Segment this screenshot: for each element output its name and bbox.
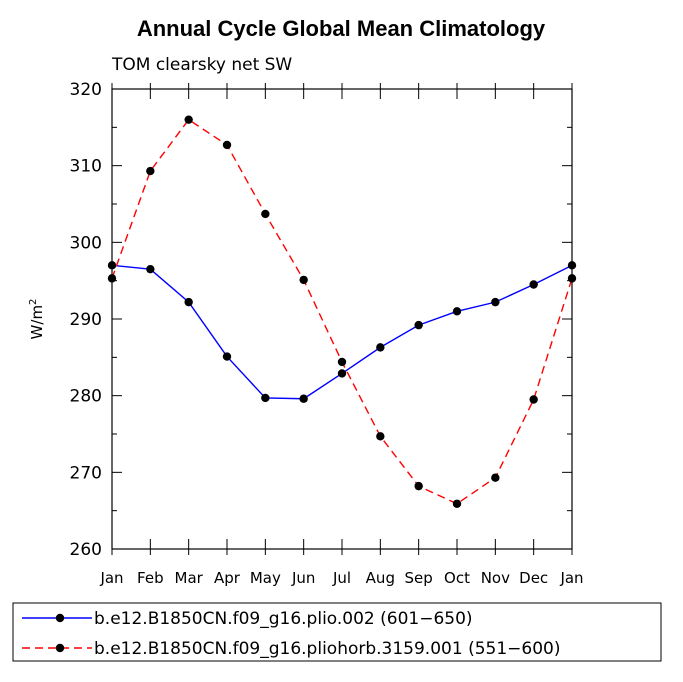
x-axis: Jan Feb Mar Apr May Jun Jul Aug Sep Oct Nov Dec Jan bbox=[99, 83, 584, 587]
data-point bbox=[184, 297, 193, 307]
y-tick-label: 310 bbox=[70, 157, 102, 177]
legend-marker bbox=[55, 613, 65, 623]
data-point bbox=[337, 369, 347, 378]
y-tick-label: 270 bbox=[70, 463, 102, 483]
data-point bbox=[299, 275, 308, 285]
data-point bbox=[261, 393, 270, 403]
y-axis-label-base: W/m bbox=[28, 305, 46, 340]
chart-subtitle: TOM clearsky net SW bbox=[111, 55, 292, 75]
chart-title: Annual Cycle Global Mean Climatology bbox=[137, 16, 546, 41]
data-point bbox=[184, 115, 193, 124]
data-point bbox=[107, 274, 117, 283]
series-layer bbox=[107, 115, 577, 508]
data-point bbox=[107, 261, 117, 270]
y-tick-label: 260 bbox=[70, 540, 102, 560]
series-line bbox=[111, 118, 573, 505]
data-point bbox=[146, 264, 155, 274]
series-2 bbox=[107, 115, 577, 508]
legend-marker bbox=[55, 643, 65, 653]
data-point bbox=[529, 395, 538, 404]
y-tick-label: 280 bbox=[70, 387, 102, 407]
series-1 bbox=[107, 261, 577, 403]
y-axis-label-superscript: 2 bbox=[28, 299, 39, 305]
data-point bbox=[567, 274, 577, 283]
x-tick-label: Oct bbox=[444, 569, 470, 587]
legend-box bbox=[12, 602, 662, 662]
series-line bbox=[111, 264, 573, 400]
x-tick-label: Jul bbox=[332, 569, 351, 587]
data-point bbox=[414, 320, 423, 330]
legend-label: b.e12.B1850CN.f09_g16.plio.002 (601−650) bbox=[94, 609, 473, 629]
data-point bbox=[337, 357, 347, 367]
data-point bbox=[491, 473, 500, 482]
plot-frame bbox=[111, 88, 573, 550]
data-point bbox=[146, 166, 155, 176]
x-tick-label: Aug bbox=[366, 569, 395, 587]
data-point bbox=[376, 432, 385, 441]
x-tick-label: Apr bbox=[214, 569, 241, 587]
data-point bbox=[261, 209, 270, 219]
x-tick-label: Feb bbox=[137, 569, 164, 587]
y-axis: 260 270 280 290 300 310 320 bbox=[70, 80, 572, 560]
x-tick-label: Jun bbox=[291, 569, 315, 587]
data-point bbox=[529, 280, 538, 289]
data-point bbox=[491, 297, 500, 307]
y-axis-label: W/m2 bbox=[28, 299, 46, 340]
data-point bbox=[414, 481, 423, 491]
data-point bbox=[299, 394, 308, 403]
x-tick-label: Jan bbox=[99, 569, 123, 587]
x-tick-label: Mar bbox=[175, 569, 204, 587]
legend-label: b.e12.B1850CN.f09_g16.pliohorb.3159.001 … bbox=[94, 639, 560, 659]
plot-border bbox=[111, 88, 573, 550]
x-tick-label: Jan bbox=[559, 569, 583, 587]
data-point bbox=[222, 140, 232, 150]
y-tick-label: 320 bbox=[70, 80, 102, 100]
x-tick-label: Sep bbox=[405, 569, 433, 587]
x-tick-label: May bbox=[250, 569, 281, 587]
x-tick-label: Dec bbox=[519, 569, 548, 587]
data-point bbox=[376, 343, 385, 352]
legend: b.e12.B1850CN.f09_g16.plio.002 (601−650)… bbox=[12, 602, 662, 662]
y-tick-label: 300 bbox=[70, 233, 102, 253]
data-point bbox=[452, 499, 462, 508]
data-point bbox=[222, 352, 232, 361]
x-tick-label: Nov bbox=[481, 569, 510, 587]
data-point bbox=[567, 261, 577, 270]
data-point bbox=[452, 307, 462, 316]
y-tick-label: 290 bbox=[70, 310, 102, 330]
